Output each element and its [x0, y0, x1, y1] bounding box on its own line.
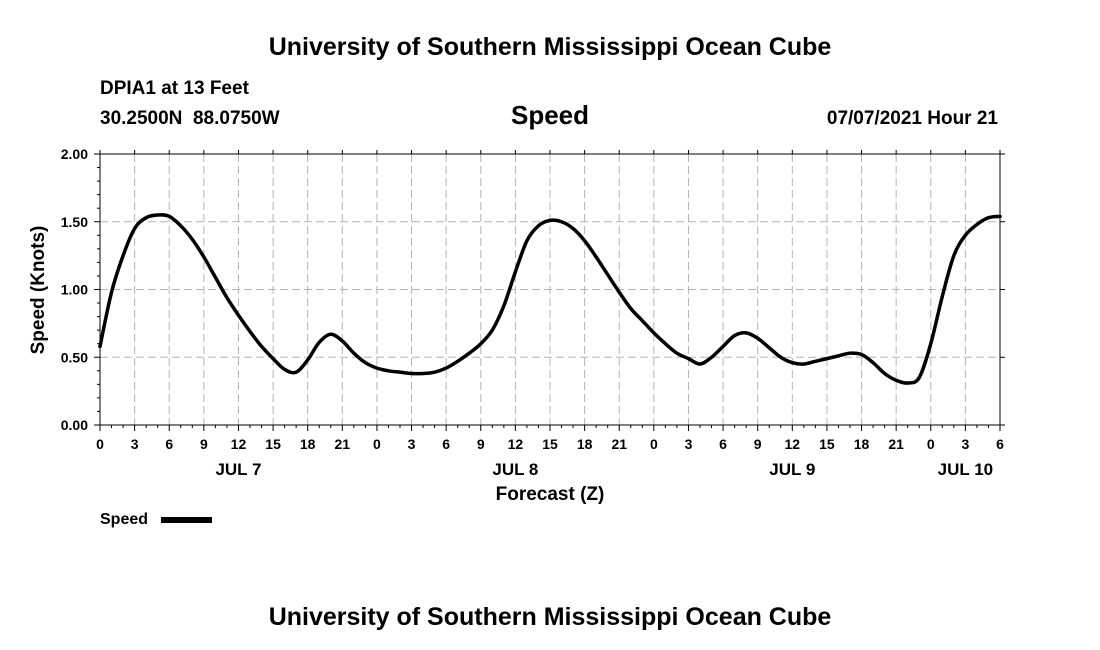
x-tick-label: 6 [719, 436, 727, 452]
series-line-speed [98, 213, 1002, 385]
grid [100, 154, 1000, 425]
x-tick-label: 3 [961, 436, 969, 452]
x-tick-label: 0 [373, 436, 381, 452]
y-tick-label: 0.00 [61, 417, 88, 433]
forecast-datetime: 07/07/2021 Hour 21 [827, 108, 999, 129]
legend-label: Speed [100, 511, 148, 528]
y-tick-label: 1.00 [61, 282, 88, 298]
x-tick-label: 0 [927, 436, 935, 452]
x-tick-label: 3 [685, 436, 693, 452]
x-tick-label: 0 [96, 436, 104, 452]
x-tick-label: 6 [996, 436, 1004, 452]
y-tick-label: 0.50 [61, 349, 88, 365]
x-tick-label: 9 [477, 436, 485, 452]
variable-title: Speed [511, 100, 589, 130]
plot-frame [99, 153, 1001, 426]
legend-swatch [161, 517, 212, 523]
x-tick-label: 21 [611, 436, 627, 452]
x-tick-label: 15 [542, 436, 558, 452]
x-tick-label: 3 [131, 436, 139, 452]
x-tick-label: 9 [754, 436, 762, 452]
axes [94, 150, 1005, 431]
chart-title: University of Southern Mississippi Ocean… [269, 33, 832, 61]
x-tick-label: 15 [819, 436, 835, 452]
x-tick-label: 18 [300, 436, 316, 452]
day-label: JUL 7 [215, 460, 261, 479]
x-tick-label: 12 [508, 436, 524, 452]
y-axis-label: Speed (Knots) [28, 226, 49, 355]
x-tick-label: 0 [650, 436, 658, 452]
station-label: DPIA1 at 13 Feet [100, 78, 250, 99]
x-tick-label: 12 [785, 436, 801, 452]
x-tick-label: 18 [854, 436, 870, 452]
tick-labels: 0 3 6 9 12 15 18 21 0 3 6 9 12 15 18 21 0 3 6 9 12 15 18 21 0 3 6 0… [61, 146, 1004, 479]
x-tick-label: 18 [577, 436, 593, 452]
station-coordinates: 30.2500N 88.0750W [100, 108, 280, 129]
x-tick-label: 9 [200, 436, 208, 452]
y-tick-label: 2.00 [61, 146, 88, 162]
x-tick-label: 21 [335, 436, 351, 452]
x-tick-label: 6 [165, 436, 173, 452]
x-tick-label: 15 [265, 436, 281, 452]
x-tick-label: 6 [442, 436, 450, 452]
day-label: JUL 8 [492, 460, 538, 479]
x-tick-label: 21 [888, 436, 904, 452]
x-axis-label: Forecast (Z) [496, 484, 605, 505]
x-tick-label: 12 [231, 436, 247, 452]
y-tick-label: 1.50 [61, 214, 88, 230]
legend: Speed [100, 511, 212, 528]
day-label: JUL 10 [938, 460, 993, 479]
day-label: JUL 9 [769, 460, 815, 479]
footer-title: University of Southern Mississippi Ocean… [269, 603, 832, 631]
x-tick-label: 3 [408, 436, 416, 452]
series-layer [98, 213, 1002, 385]
